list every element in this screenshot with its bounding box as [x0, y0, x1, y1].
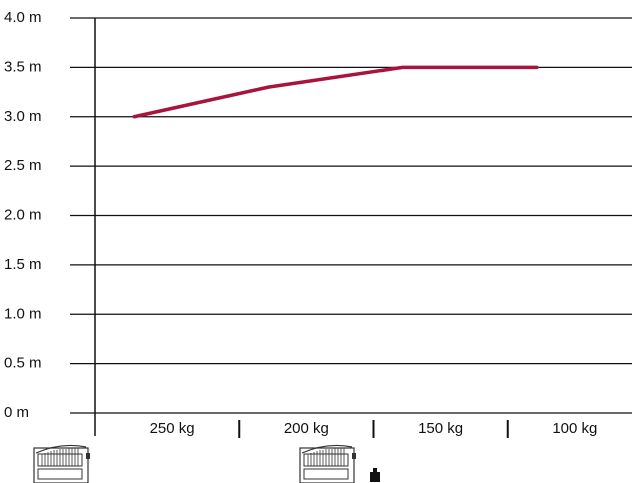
x-tick-label: 250 kg: [150, 420, 195, 437]
x-tick-label: 150 kg: [418, 420, 463, 437]
series-layer: [132, 65, 539, 119]
y-tick-label: 0.5 m: [4, 355, 42, 372]
y-tick-label: 0 m: [4, 404, 29, 421]
y-tick-label: 2.5 m: [4, 157, 42, 174]
y-tick-label: 1.5 m: [4, 256, 42, 273]
y-tick-label: 2.0 m: [4, 207, 42, 224]
grid-lines: [70, 17, 632, 414]
x-tick-label: 100 kg: [552, 420, 597, 437]
x-axis-category-labels: 250 kg 200 kg 150 kg 100 kg: [150, 420, 598, 437]
y-axis-tick-labels: 4.0 m 3.5 m 3.0 m 2.5 m 2.0 m 1.5 m 1.0 m 0.5 m…: [4, 9, 42, 421]
lock-icon: [370, 472, 380, 482]
series-line: [132, 65, 539, 119]
x-tick-label: 200 kg: [284, 420, 329, 437]
x-axis-separators: [238, 420, 509, 438]
y-tick-label: 1.0 m: [4, 305, 42, 322]
swing-gate-with-lock-icon: [299, 444, 380, 483]
y-tick-label: 3.0 m: [4, 108, 42, 125]
y-tick-label: 3.5 m: [4, 58, 42, 75]
y-tick-label: 4.0 m: [4, 9, 42, 26]
swing-gate-icon: [33, 444, 90, 483]
